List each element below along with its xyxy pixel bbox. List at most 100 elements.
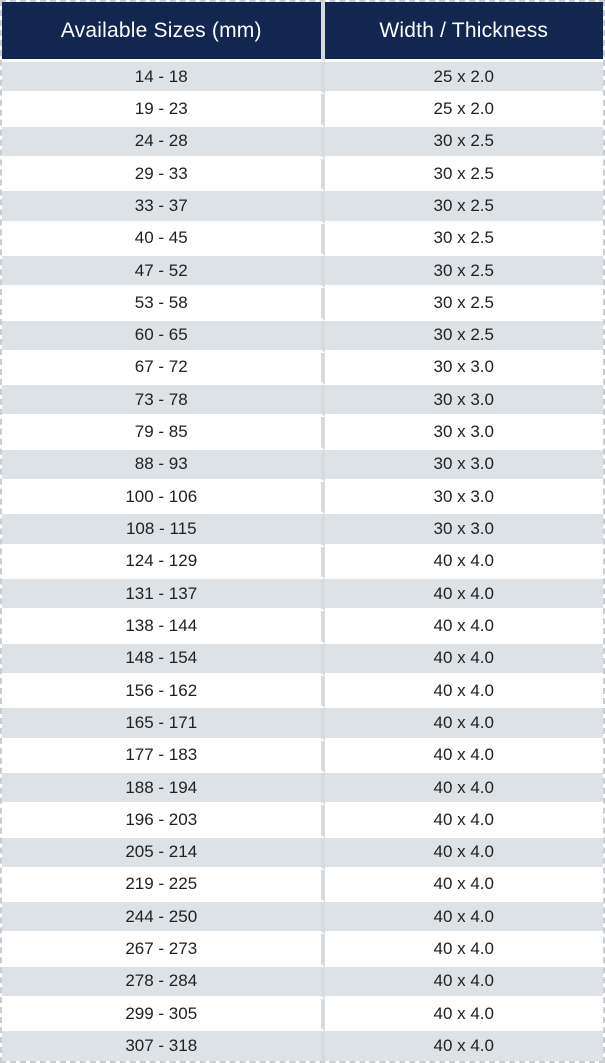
table-row: 19 - 23 25 x 2.0 xyxy=(2,94,603,127)
size-range-cell: 47 - 52 xyxy=(2,255,325,289)
size-range-cell: 196 - 203 xyxy=(2,805,325,838)
size-range-cell: 188 - 194 xyxy=(2,772,325,806)
width-thickness-cell: 40 x 4.0 xyxy=(324,611,603,644)
table-row: 100 - 106 30 x 3.0 xyxy=(2,482,603,515)
table-header: Available Sizes (mm) Width / Thickness xyxy=(2,2,603,62)
size-range-cell: 88 - 93 xyxy=(2,449,325,483)
size-range-cell: 14 - 18 xyxy=(2,62,325,95)
width-thickness-cell: 25 x 2.0 xyxy=(324,94,603,127)
table-row: 131 - 137 40 x 4.0 xyxy=(2,579,603,612)
width-thickness-cell: 30 x 2.5 xyxy=(324,158,603,192)
width-thickness-cell: 40 x 4.0 xyxy=(324,1031,603,1061)
size-range-cell: 244 - 250 xyxy=(2,902,325,935)
size-range-cell: 131 - 137 xyxy=(2,579,325,612)
table-row: 40 - 45 30 x 2.5 xyxy=(2,223,603,256)
width-thickness-cell: 30 x 3.0 xyxy=(324,449,603,483)
table-row: 67 - 72 30 x 3.0 xyxy=(2,352,603,386)
table-row: 267 - 273 40 x 4.0 xyxy=(2,934,603,967)
table-row: 14 - 18 25 x 2.0 xyxy=(2,62,603,95)
size-range-cell: 267 - 273 xyxy=(2,934,325,967)
size-range-cell: 100 - 106 xyxy=(2,482,325,515)
table-row: 188 - 194 40 x 4.0 xyxy=(2,772,603,806)
width-thickness-cell: 40 x 4.0 xyxy=(324,740,603,773)
table-row: 205 - 214 40 x 4.0 xyxy=(2,837,603,870)
size-range-cell: 177 - 183 xyxy=(2,740,325,773)
size-range-cell: 219 - 225 xyxy=(2,869,325,903)
size-range-cell: 33 - 37 xyxy=(2,191,325,224)
available-sizes-header: Available Sizes (mm) xyxy=(2,2,325,62)
size-range-cell: 29 - 33 xyxy=(2,158,325,192)
width-thickness-cell: 40 x 4.0 xyxy=(324,966,603,1000)
size-range-cell: 24 - 28 xyxy=(2,126,325,159)
width-thickness-cell: 40 x 4.0 xyxy=(324,805,603,838)
table-row: 73 - 78 30 x 3.0 xyxy=(2,385,603,418)
table-row: 47 - 52 30 x 2.5 xyxy=(2,255,603,289)
table-body: 14 - 18 25 x 2.0 19 - 23 25 x 2.0 24 - 28 30 … xyxy=(2,62,603,1061)
size-range-cell: 19 - 23 xyxy=(2,94,325,127)
width-thickness-cell: 40 x 4.0 xyxy=(324,837,603,870)
table-row: 138 - 144 40 x 4.0 xyxy=(2,611,603,644)
width-thickness-cell: 40 x 4.0 xyxy=(324,675,603,709)
width-thickness-cell: 40 x 4.0 xyxy=(324,772,603,806)
width-thickness-cell: 30 x 2.5 xyxy=(324,320,603,353)
size-range-cell: 156 - 162 xyxy=(2,675,325,709)
width-thickness-cell: 30 x 2.5 xyxy=(324,191,603,224)
table-row: 148 - 154 40 x 4.0 xyxy=(2,643,603,676)
table-row: 24 - 28 30 x 2.5 xyxy=(2,126,603,159)
size-range-cell: 205 - 214 xyxy=(2,837,325,870)
size-range-cell: 124 - 129 xyxy=(2,546,325,579)
table-row: 196 - 203 40 x 4.0 xyxy=(2,805,603,838)
width-thickness-cell: 40 x 4.0 xyxy=(324,579,603,612)
table-row: 124 - 129 40 x 4.0 xyxy=(2,546,603,579)
table-row: 53 - 58 30 x 2.5 xyxy=(2,288,603,321)
width-thickness-cell: 30 x 2.5 xyxy=(324,126,603,159)
table-row: 177 - 183 40 x 4.0 xyxy=(2,740,603,773)
table-row: 165 - 171 40 x 4.0 xyxy=(2,708,603,741)
width-thickness-cell: 40 x 4.0 xyxy=(324,999,603,1032)
size-range-cell: 148 - 154 xyxy=(2,643,325,676)
size-range-cell: 60 - 65 xyxy=(2,320,325,353)
table-row: 108 - 115 30 x 3.0 xyxy=(2,514,603,547)
table-row: 244 - 250 40 x 4.0 xyxy=(2,902,603,935)
table-row: 156 - 162 40 x 4.0 xyxy=(2,675,603,709)
header-row: Available Sizes (mm) Width / Thickness xyxy=(2,2,603,62)
table-row: 307 - 318 40 x 4.0 xyxy=(2,1031,603,1061)
width-thickness-cell: 30 x 3.0 xyxy=(324,482,603,515)
size-range-cell: 278 - 284 xyxy=(2,966,325,1000)
size-range-cell: 67 - 72 xyxy=(2,352,325,386)
table-row: 278 - 284 40 x 4.0 xyxy=(2,966,603,1000)
width-thickness-cell: 30 x 3.0 xyxy=(324,352,603,386)
width-thickness-cell: 25 x 2.0 xyxy=(324,62,603,95)
size-range-cell: 53 - 58 xyxy=(2,288,325,321)
width-thickness-cell: 40 x 4.0 xyxy=(324,643,603,676)
size-range-cell: 108 - 115 xyxy=(2,514,325,547)
size-range-cell: 307 - 318 xyxy=(2,1031,325,1061)
width-thickness-cell: 40 x 4.0 xyxy=(324,869,603,903)
width-thickness-cell: 40 x 4.0 xyxy=(324,902,603,935)
width-thickness-cell: 40 x 4.0 xyxy=(324,546,603,579)
size-range-cell: 138 - 144 xyxy=(2,611,325,644)
size-range-cell: 73 - 78 xyxy=(2,385,325,418)
size-range-cell: 40 - 45 xyxy=(2,223,325,256)
table-row: 33 - 37 30 x 2.5 xyxy=(2,191,603,224)
width-thickness-cell: 30 x 2.5 xyxy=(324,288,603,321)
width-thickness-cell: 30 x 3.0 xyxy=(324,514,603,547)
width-thickness-cell: 30 x 2.5 xyxy=(324,223,603,256)
width-thickness-cell: 30 x 3.0 xyxy=(324,385,603,418)
table-row: 219 - 225 40 x 4.0 xyxy=(2,869,603,903)
table-row: 29 - 33 30 x 2.5 xyxy=(2,158,603,192)
size-range-cell: 165 - 171 xyxy=(2,708,325,741)
width-thickness-cell: 30 x 3.0 xyxy=(324,417,603,450)
size-range-cell: 299 - 305 xyxy=(2,999,325,1032)
table-row: 88 - 93 30 x 3.0 xyxy=(2,449,603,483)
table-row: 79 - 85 30 x 3.0 xyxy=(2,417,603,450)
width-thickness-header: Width / Thickness xyxy=(324,2,603,62)
table-row: 60 - 65 30 x 2.5 xyxy=(2,320,603,353)
width-thickness-cell: 40 x 4.0 xyxy=(324,708,603,741)
table-row: 299 - 305 40 x 4.0 xyxy=(2,999,603,1032)
size-range-cell: 79 - 85 xyxy=(2,417,325,450)
width-thickness-cell: 40 x 4.0 xyxy=(324,934,603,967)
width-thickness-cell: 30 x 2.5 xyxy=(324,255,603,289)
